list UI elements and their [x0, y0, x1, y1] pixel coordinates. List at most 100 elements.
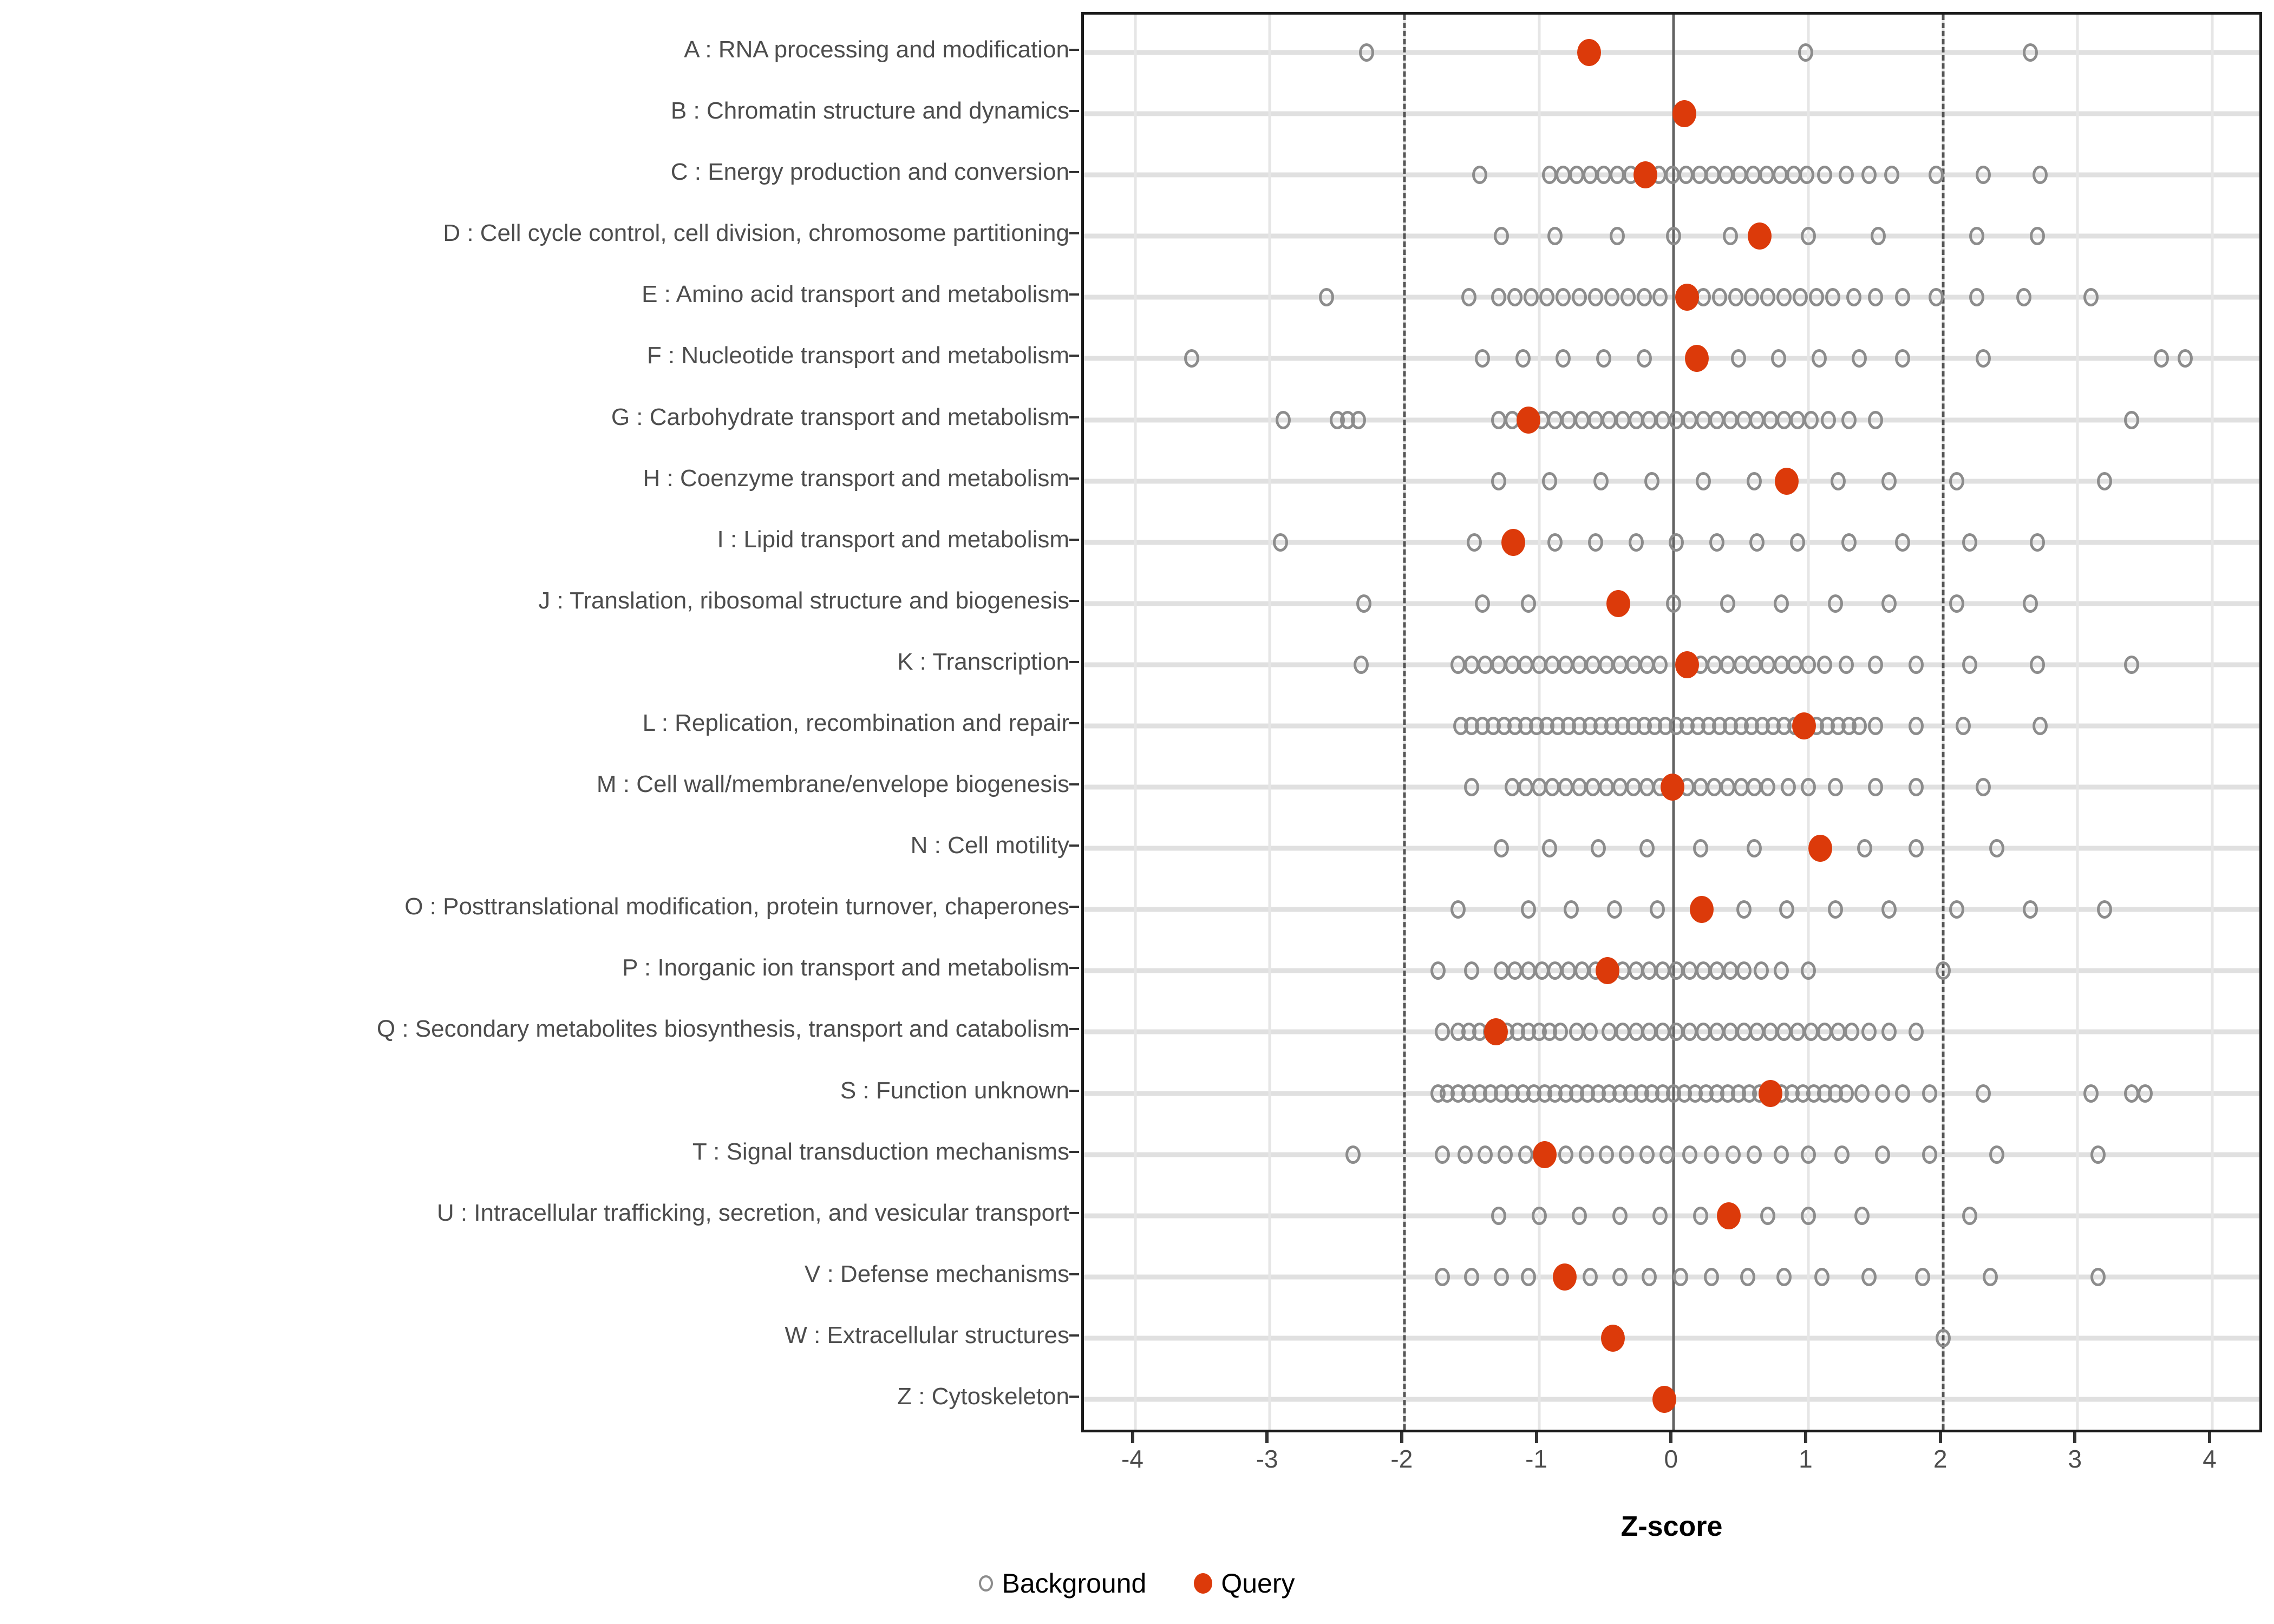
- background-point: [1861, 166, 1877, 185]
- background-point: [1612, 655, 1628, 674]
- y-axis-tick: [1069, 967, 1079, 970]
- horizontal-gridline: [1084, 111, 2259, 116]
- background-point: [1475, 349, 1491, 368]
- background-point: [1598, 778, 1614, 797]
- background-point: [1556, 349, 1571, 368]
- background-point: [1669, 410, 1684, 429]
- background-point: [1949, 472, 1964, 490]
- legend-item-query[interactable]: Query: [1194, 1570, 1295, 1597]
- background-point: [1895, 1084, 1911, 1103]
- background-point: [1760, 778, 1776, 797]
- background-point: [1542, 839, 1558, 858]
- y-axis-label: O : Posttranslational modification, prot…: [404, 893, 1069, 920]
- legend-item-background[interactable]: Background: [979, 1570, 1146, 1597]
- background-point: [1763, 1023, 1779, 1042]
- background-point: [1354, 655, 1369, 674]
- background-point: [1908, 717, 1924, 735]
- background-point: [1774, 961, 1789, 980]
- background-point: [1556, 288, 1571, 307]
- background-point: [1949, 594, 1964, 613]
- background-point: [1583, 1023, 1598, 1042]
- y-axis-label: P : Inorganic ion transport and metaboli…: [622, 954, 1069, 981]
- background-point: [1598, 1145, 1614, 1164]
- background-point: [1695, 410, 1711, 429]
- horizontal-gridline: [1084, 662, 2259, 667]
- background-point: [1318, 288, 1334, 307]
- query-point: [1660, 774, 1684, 801]
- background-point: [1520, 1267, 1536, 1286]
- background-point: [1760, 655, 1776, 674]
- background-point: [1547, 961, 1563, 980]
- background-point: [1800, 655, 1816, 674]
- background-point: [1736, 1023, 1752, 1042]
- background-point: [2023, 594, 2038, 613]
- background-point: [1749, 410, 1765, 429]
- background-point: [1564, 900, 1579, 919]
- vertical-gridline: [1134, 15, 1136, 1430]
- background-point: [1612, 1267, 1628, 1286]
- background-point: [1989, 839, 2005, 858]
- background-point: [1841, 533, 1857, 552]
- y-axis-label: M : Cell wall/membrane/envelope biogenes…: [596, 771, 1069, 798]
- background-point: [2123, 655, 2139, 674]
- background-point: [1982, 1267, 1998, 1286]
- background-point: [1276, 410, 1291, 429]
- background-point: [2029, 533, 2045, 552]
- background-point: [1725, 1145, 1741, 1164]
- y-axis-tick: [1069, 1150, 1079, 1153]
- background-point: [1895, 349, 1911, 368]
- background-point: [1493, 961, 1509, 980]
- y-axis-label: B : Chromatin structure and dynamics: [670, 97, 1069, 125]
- background-point: [1774, 655, 1789, 674]
- background-point: [1838, 166, 1854, 185]
- background-point: [1450, 655, 1466, 674]
- background-point: [1830, 1023, 1846, 1042]
- y-axis-label: F : Nucleotide transport and metabolism: [646, 342, 1069, 369]
- background-point: [1720, 655, 1735, 674]
- background-point: [1881, 472, 1897, 490]
- background-point: [1929, 166, 1944, 185]
- background-point: [1718, 166, 1734, 185]
- background-point: [1545, 655, 1560, 674]
- background-point: [1854, 1084, 1870, 1103]
- background-point: [1491, 655, 1506, 674]
- query-point: [1775, 467, 1799, 495]
- background-point: [1561, 410, 1577, 429]
- reference-line-dashed: [1403, 15, 1406, 1430]
- background-point: [1733, 655, 1749, 674]
- plot-panel: [1081, 12, 2262, 1432]
- background-point: [1728, 288, 1743, 307]
- background-point: [1722, 961, 1738, 980]
- vertical-gridline: [2211, 15, 2214, 1430]
- background-point: [1827, 594, 1843, 613]
- background-point: [1609, 166, 1625, 185]
- background-point: [1669, 1023, 1684, 1042]
- background-point: [1539, 288, 1555, 307]
- query-point: [1808, 835, 1833, 862]
- background-point: [1518, 778, 1533, 797]
- y-axis-tick: [1069, 599, 1079, 602]
- background-point: [1625, 655, 1641, 674]
- background-point: [1625, 778, 1641, 797]
- background-point: [1491, 472, 1506, 490]
- background-point: [1628, 1023, 1644, 1042]
- background-point: [1709, 961, 1724, 980]
- background-point: [1583, 166, 1598, 185]
- background-point: [1569, 1023, 1585, 1042]
- query-point: [1633, 161, 1658, 189]
- background-point: [1682, 1145, 1698, 1164]
- background-point: [1273, 533, 1289, 552]
- background-point: [2123, 1084, 2139, 1103]
- background-point: [1434, 1267, 1450, 1286]
- background-point: [1976, 166, 1991, 185]
- background-point: [1798, 43, 1813, 62]
- query-point: [1516, 406, 1540, 434]
- background-point: [1531, 1206, 1547, 1225]
- background-point: [1472, 166, 1488, 185]
- background-point: [2023, 43, 2038, 62]
- background-point: [2123, 410, 2139, 429]
- y-axis-label: T : Signal transduction mechanisms: [692, 1138, 1069, 1165]
- background-point: [1588, 288, 1604, 307]
- background-point: [1744, 288, 1760, 307]
- reference-line-dashed: [1942, 15, 1945, 1430]
